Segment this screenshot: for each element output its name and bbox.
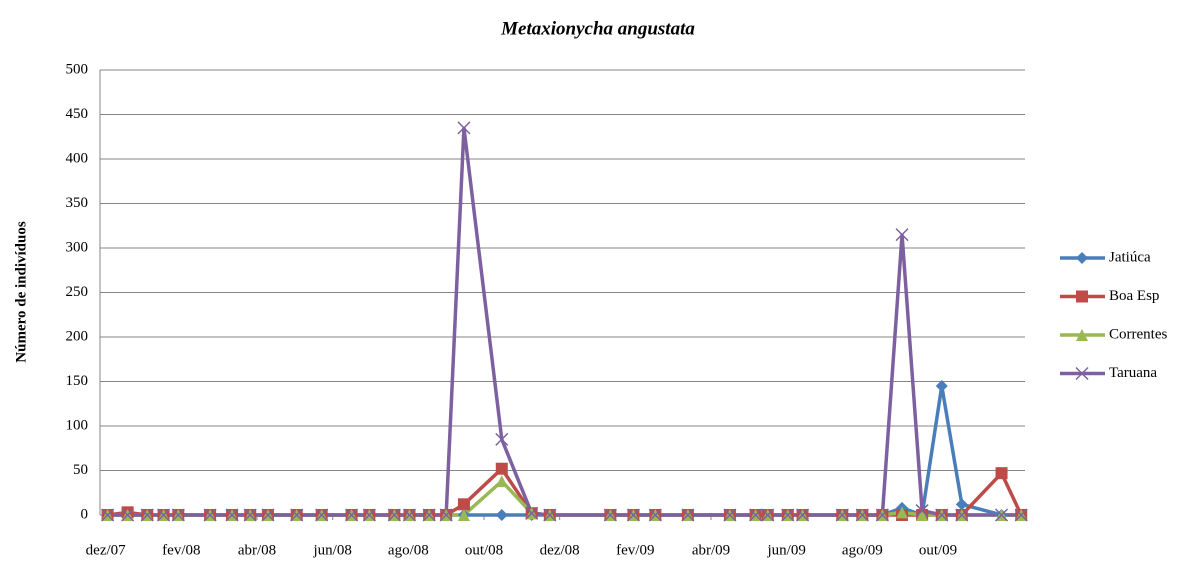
marker xyxy=(1076,290,1088,303)
marker xyxy=(315,508,329,522)
marker xyxy=(457,121,471,135)
marker xyxy=(896,506,909,519)
legend-label: Taruana xyxy=(1109,365,1157,381)
x-tick-label: jun/09 xyxy=(766,542,805,558)
marker xyxy=(626,508,640,522)
marker xyxy=(457,509,470,521)
legend-label: Jatiúca xyxy=(1109,249,1151,265)
marker xyxy=(995,467,1008,480)
x-tick-label: out/08 xyxy=(465,542,503,558)
marker xyxy=(243,508,257,522)
x-tick-label: ago/09 xyxy=(842,542,883,558)
marker xyxy=(402,508,416,522)
marker xyxy=(1075,366,1089,381)
marker xyxy=(157,508,171,522)
y-axis-label: Número de indivíduos xyxy=(13,221,29,363)
marker xyxy=(495,475,508,488)
marker xyxy=(916,509,929,521)
x-tick-label: fev/08 xyxy=(162,542,200,558)
y-tick-label: 250 xyxy=(66,284,89,300)
y-tick-label: 500 xyxy=(66,61,89,77)
marker xyxy=(761,508,775,522)
x-tick-label: abr/09 xyxy=(692,542,730,558)
marker xyxy=(749,508,763,522)
marker xyxy=(387,508,401,522)
marker xyxy=(290,508,304,522)
legend-label: Correntes xyxy=(1109,326,1167,342)
y-tick-label: 50 xyxy=(73,462,88,478)
y-tick-label: 400 xyxy=(66,150,89,166)
marker xyxy=(995,508,1009,522)
marker xyxy=(1014,508,1028,522)
x-tick-label: dez/08 xyxy=(540,542,580,558)
marker xyxy=(495,432,509,446)
marker xyxy=(895,228,909,242)
marker xyxy=(875,508,889,522)
x-tick-label: out/09 xyxy=(919,542,957,558)
marker xyxy=(796,508,810,522)
y-tick-label: 300 xyxy=(66,239,89,255)
x-tick-label: jun/08 xyxy=(312,542,351,558)
marker xyxy=(101,508,115,522)
marker xyxy=(955,508,969,522)
marker xyxy=(525,506,539,520)
marker xyxy=(935,508,949,522)
marker xyxy=(140,508,154,522)
marker xyxy=(855,508,869,522)
marker xyxy=(835,508,849,522)
y-tick-label: 350 xyxy=(66,195,89,211)
chart-title: Metaxionycha angustata xyxy=(500,18,695,39)
x-tick-label: abr/08 xyxy=(238,542,276,558)
marker xyxy=(955,498,968,511)
y-tick-label: 100 xyxy=(66,417,89,433)
marker xyxy=(345,508,359,522)
marker xyxy=(781,508,795,522)
marker xyxy=(1076,329,1088,341)
marker xyxy=(543,508,557,522)
marker xyxy=(422,508,436,522)
marker xyxy=(457,498,470,511)
marker xyxy=(121,508,135,522)
y-tick-label: 0 xyxy=(81,506,89,522)
x-tick-label: dez/07 xyxy=(86,542,126,558)
marker xyxy=(723,508,737,522)
y-tick-label: 150 xyxy=(66,373,89,389)
marker xyxy=(171,508,185,522)
marker xyxy=(935,379,948,392)
x-tick-label: ago/08 xyxy=(388,542,429,558)
marker xyxy=(203,508,217,522)
legend-item: Jatiúca xyxy=(1060,249,1151,265)
marker xyxy=(495,462,508,475)
legend-item: Boa Esp xyxy=(1060,288,1159,304)
marker xyxy=(681,508,695,522)
y-tick-label: 450 xyxy=(66,106,89,122)
series-line xyxy=(107,127,1022,517)
marker xyxy=(495,509,508,521)
y-tick-label: 200 xyxy=(66,328,89,344)
legend-item: Correntes xyxy=(1060,326,1167,342)
marker xyxy=(261,508,275,522)
marker xyxy=(439,508,453,522)
marker xyxy=(648,508,662,522)
legend-label: Boa Esp xyxy=(1109,288,1159,304)
legend-item: Taruana xyxy=(1060,365,1157,381)
marker xyxy=(225,508,239,522)
marker xyxy=(362,508,376,522)
x-tick-label: fev/09 xyxy=(616,542,654,558)
marker xyxy=(1076,252,1088,264)
marker xyxy=(915,504,929,518)
marker xyxy=(603,508,617,522)
